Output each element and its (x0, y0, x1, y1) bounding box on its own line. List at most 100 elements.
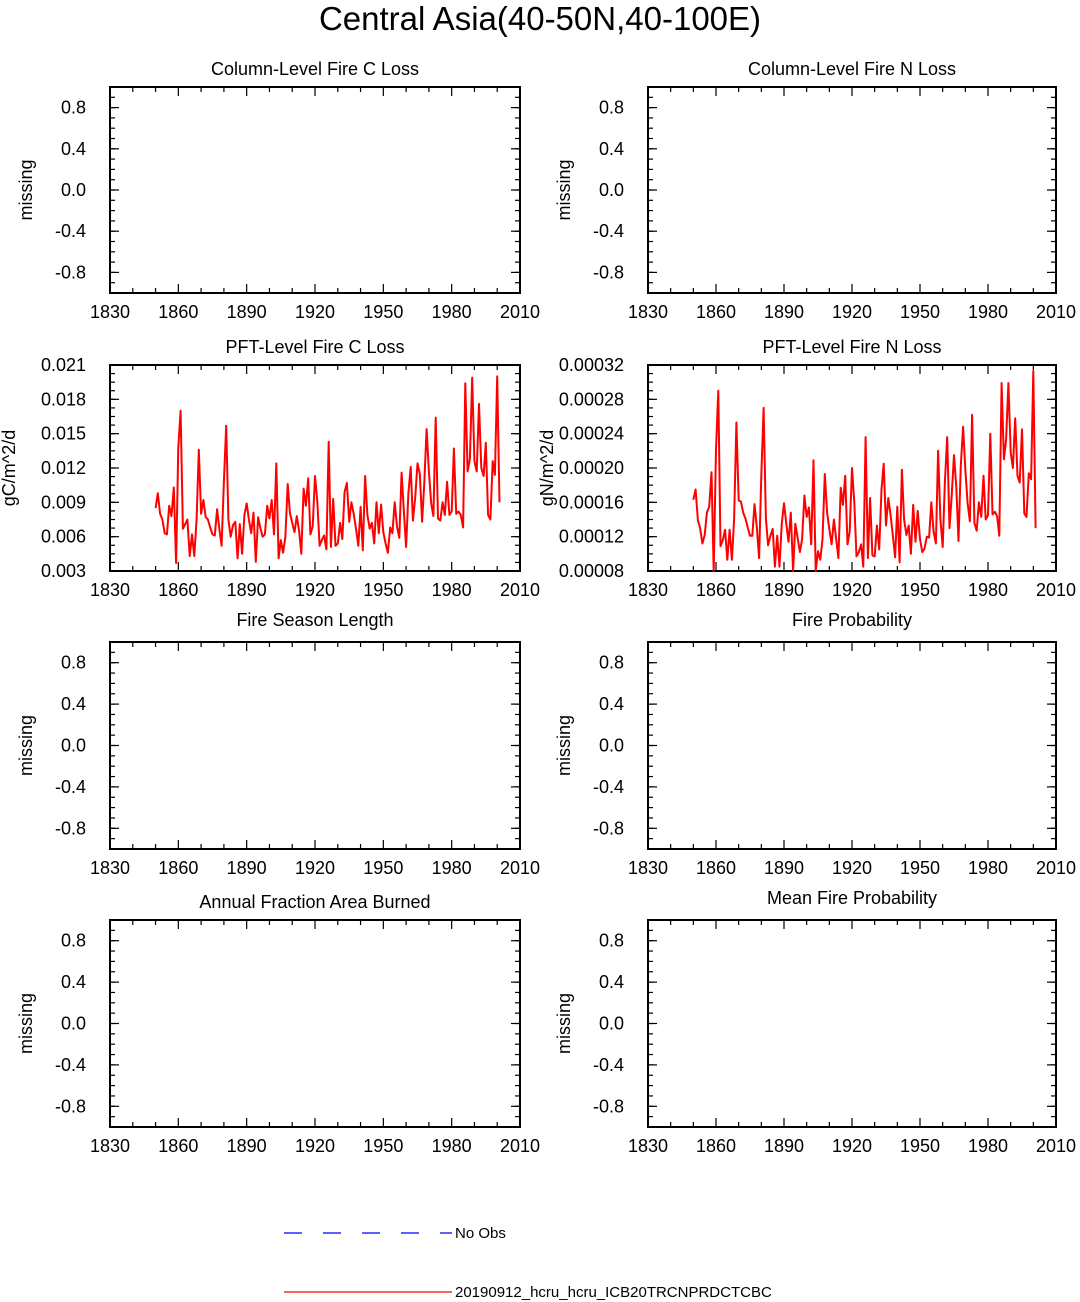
legend-label-model: 20190912_hcru_hcru_ICB20TRCNPRDCTCBC (455, 1284, 772, 1301)
x-tick-label: 1920 (832, 1136, 872, 1156)
y-tick-label: 0.0 (599, 1014, 624, 1034)
y-tick-label: 0.00016 (559, 492, 624, 512)
x-tick-label: 2010 (1036, 1136, 1076, 1156)
x-tick-label: 1980 (432, 302, 472, 322)
x-tick-label: 1830 (90, 1136, 130, 1156)
y-tick-label: -0.4 (593, 1055, 624, 1075)
x-tick-label: 1920 (832, 858, 872, 878)
x-tick-label: 1890 (227, 1136, 267, 1156)
plot-frame (109, 919, 521, 1128)
x-tick-label: 1890 (764, 302, 804, 322)
y-tick-label: 0.00024 (559, 424, 624, 444)
y-tick-label: -0.8 (55, 262, 86, 282)
x-tick-label: 1860 (158, 858, 198, 878)
y-tick-label: 0.00032 (559, 355, 624, 375)
chart-panel: PFT-Level Fire N Loss 1830 1860 1890 1920 195… (537, 337, 1076, 600)
chart-panel: Column-Level Fire C Loss 1830 1860 1890 1920… (16, 59, 540, 322)
y-tick-label: 0.00028 (559, 389, 624, 409)
x-tick-label: 1890 (764, 858, 804, 878)
legend: No Obs 20190912_hcru_hcru_ICB20TRCNPRDCT… (284, 1225, 772, 1301)
y-tick-label: 0.4 (599, 139, 624, 159)
plot-frame (109, 364, 521, 572)
plot-frame (647, 641, 1057, 850)
y-tick-label: 0.8 (61, 653, 86, 673)
y-tick-label: -0.4 (55, 221, 86, 241)
y-axis-label: missing (16, 159, 36, 220)
plot-frame (647, 919, 1057, 1128)
x-tick-label: 1830 (628, 302, 668, 322)
y-axis-label: missing (554, 993, 574, 1054)
series-line (692, 370, 1037, 572)
x-tick-label: 1920 (295, 1136, 335, 1156)
y-tick-label: -0.8 (593, 818, 624, 838)
x-tick-label: 1890 (764, 1136, 804, 1156)
x-tick-label: 1860 (158, 302, 198, 322)
y-tick-label: -0.4 (55, 777, 86, 797)
y-tick-label: 0.009 (41, 492, 86, 512)
x-tick-label: 1920 (295, 580, 335, 600)
x-tick-label: 1980 (432, 580, 472, 600)
x-tick-label: 2010 (1036, 580, 1076, 600)
panel-title: Column-Level Fire N Loss (748, 59, 956, 79)
x-tick-label: 1950 (900, 1136, 940, 1156)
panel-title: Column-Level Fire C Loss (211, 59, 419, 79)
y-tick-label: 0.4 (61, 139, 86, 159)
y-tick-label: 0.00020 (559, 458, 624, 478)
y-axis-label: missing (16, 715, 36, 776)
x-tick-label: 1980 (968, 580, 1008, 600)
chart-panel: Fire Probability 1830 1860 1890 1920 1950 1980… (554, 610, 1076, 878)
x-tick-label: 1980 (968, 858, 1008, 878)
x-tick-label: 1950 (363, 858, 403, 878)
panel-title: Annual Fraction Area Burned (199, 892, 430, 912)
x-tick-label: 1980 (968, 302, 1008, 322)
panel-title: Fire Season Length (236, 610, 393, 630)
x-tick-label: 1830 (90, 858, 130, 878)
x-tick-label: 2010 (1036, 858, 1076, 878)
y-tick-label: 0.003 (41, 561, 86, 581)
y-tick-label: 0.8 (599, 653, 624, 673)
x-tick-label: 1830 (628, 580, 668, 600)
x-tick-label: 1950 (900, 858, 940, 878)
x-tick-label: 1980 (432, 1136, 472, 1156)
y-tick-label: 0.0 (61, 1014, 86, 1034)
y-tick-label: 0.8 (61, 931, 86, 951)
x-tick-label: 1920 (295, 858, 335, 878)
legend-label-no-obs: No Obs (455, 1225, 506, 1242)
y-tick-label: 0.012 (41, 458, 86, 478)
x-tick-label: 2010 (500, 1136, 540, 1156)
y-axis-label: missing (16, 993, 36, 1054)
plot-frame (647, 86, 1057, 294)
chart-panel: Column-Level Fire N Loss 1830 1860 1890 1920… (554, 59, 1076, 322)
y-tick-label: 0.015 (41, 424, 86, 444)
y-tick-label: 0.4 (61, 694, 86, 714)
y-axis-label: gN/m^2/d (537, 430, 557, 506)
x-tick-label: 1980 (432, 858, 472, 878)
x-tick-label: 1890 (227, 302, 267, 322)
plot-frame (109, 641, 521, 850)
y-tick-label: -0.4 (593, 777, 624, 797)
x-tick-label: 2010 (500, 858, 540, 878)
y-tick-label: 0.0 (61, 736, 86, 756)
y-tick-label: -0.8 (593, 262, 624, 282)
x-tick-label: 1980 (968, 1136, 1008, 1156)
x-tick-label: 1830 (90, 302, 130, 322)
y-tick-label: 0.021 (41, 355, 86, 375)
panel-title: PFT-Level Fire N Loss (762, 337, 941, 357)
panel-title: Fire Probability (792, 610, 912, 630)
y-tick-label: 0.4 (61, 972, 86, 992)
x-tick-label: 1830 (628, 858, 668, 878)
x-tick-label: 1890 (227, 858, 267, 878)
chart-panel: Fire Season Length 1830 1860 1890 1920 1950 19… (16, 610, 540, 878)
chart-panel: PFT-Level Fire C Loss 1830 1860 1890 1920 195… (0, 337, 540, 600)
x-tick-label: 1860 (696, 858, 736, 878)
y-axis-label: missing (554, 715, 574, 776)
x-tick-label: 1920 (295, 302, 335, 322)
y-tick-label: 0.006 (41, 527, 86, 547)
y-tick-label: 0.0 (599, 180, 624, 200)
chart-panel: Mean Fire Probability 1830 1860 1890 1920 195… (554, 888, 1076, 1156)
y-tick-label: 0.8 (599, 931, 624, 951)
x-tick-label: 1950 (363, 580, 403, 600)
y-tick-label: -0.8 (55, 818, 86, 838)
page-title: Central Asia(40-50N,40-100E) (319, 0, 761, 37)
